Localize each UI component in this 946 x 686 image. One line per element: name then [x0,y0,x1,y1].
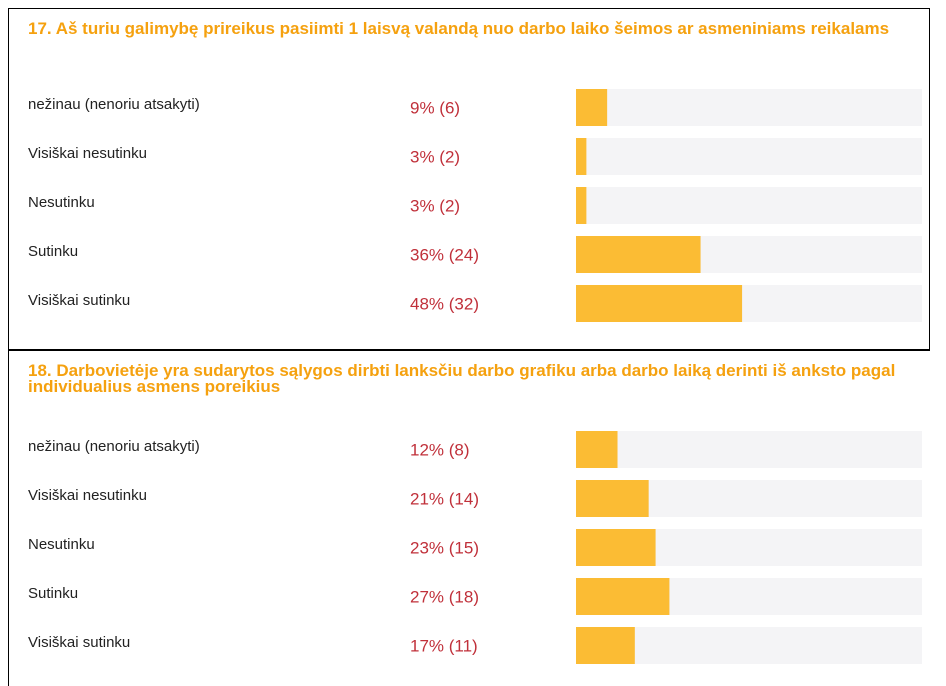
category-label: nežinau (nenoriu atsakyti) [28,438,200,455]
chart-title: 17. Aš turiu galimybę prireikus pasiimti… [28,19,889,38]
chart-title: 18. Darbovietėje yra sudarytos sąlygos d… [28,361,895,396]
value-label: 48% (32) [410,294,479,313]
bar [576,138,587,175]
bar-track [576,187,922,224]
category-label: Visiškai sutinku [28,292,130,309]
title-line: 18. Darbovietėje yra sudarytos sąlygos d… [28,361,895,380]
category-label: Sutinku [28,243,78,260]
value-label: 3% (2) [410,147,460,166]
bar [576,480,649,517]
category-label: Visiškai nesutinku [28,487,147,504]
title-line: 17. Aš turiu galimybę prireikus pasiimti… [28,19,889,38]
category-label: Nesutinku [28,536,95,553]
category-label: Visiškai sutinku [28,634,130,651]
category-label: nežinau (nenoriu atsakyti) [28,96,200,113]
bar [576,431,618,468]
bar [576,236,701,273]
value-label: 36% (24) [410,245,479,264]
bar-track [576,89,922,126]
bar-track [576,138,922,175]
category-label: Sutinku [28,585,78,602]
title-line: individualius asmens poreikius [28,377,280,396]
category-label: Visiškai nesutinku [28,145,147,162]
bar [576,578,670,615]
value-label: 17% (11) [410,636,478,655]
bar [576,187,587,224]
value-label: 9% (6) [410,98,460,117]
value-label: 3% (2) [410,196,460,215]
value-label: 12% (8) [410,440,470,459]
bar [576,285,743,322]
bar [576,529,656,566]
value-label: 27% (18) [410,587,479,606]
bar [576,89,608,126]
bar [576,627,635,664]
value-label: 21% (14) [410,489,479,508]
section-border [8,8,930,350]
value-label: 23% (15) [410,538,479,557]
bar-track [576,431,922,468]
category-label: Nesutinku [28,194,95,211]
